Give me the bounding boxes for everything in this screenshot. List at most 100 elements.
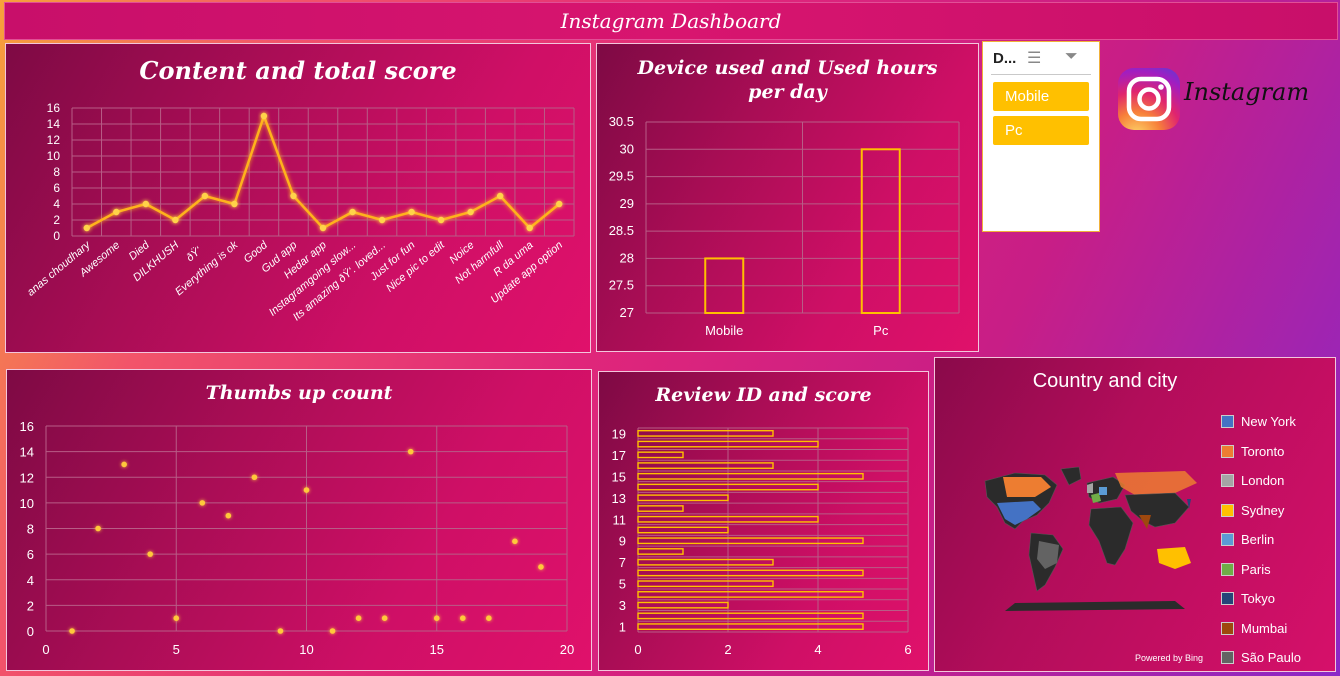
data-point — [113, 208, 120, 216]
data-point — [486, 615, 492, 621]
y-tick-label: 8 — [53, 165, 60, 179]
data-point — [538, 564, 544, 570]
data-point — [460, 615, 466, 621]
legend-label: Sydney — [1241, 502, 1285, 518]
data-point — [173, 615, 180, 621]
legend-label: São Paulo — [1241, 650, 1301, 665]
review-score-panel[interactable]: Review ID and score 0 2 4 6 1 3 5 7 9 11 13 15 17 19 — [598, 371, 929, 671]
x-tick-label: 4 — [814, 642, 821, 657]
map-greenland — [1060, 466, 1082, 486]
device-hours-panel[interactable]: Device used and Used hours per day 27 27.… — [596, 43, 979, 352]
y-tick-label: 12 — [47, 133, 61, 147]
bar — [637, 548, 684, 555]
multi-select-icon[interactable]: ☰ — [1027, 50, 1042, 67]
slicer-divider — [991, 74, 1091, 75]
y-tick-label: 4 — [53, 197, 60, 211]
map-france — [1091, 493, 1101, 503]
world-map[interactable] — [975, 463, 1205, 613]
y-tick-label: 6 — [53, 181, 60, 195]
data-point — [319, 224, 327, 232]
data-point — [496, 192, 504, 200]
dashboard-title-bar: Instagram Dashboard — [4, 2, 1338, 40]
y-tick-label: 30.5 — [609, 114, 634, 129]
data-point — [225, 512, 232, 519]
map-australia — [1157, 547, 1191, 569]
data-point — [199, 500, 206, 506]
legend-label: Toronto — [1241, 443, 1285, 459]
bar — [637, 429, 774, 437]
data-point — [231, 200, 238, 208]
y-tick-label: 17 — [612, 448, 626, 463]
data-point — [277, 628, 284, 634]
legend-label: Berlin — [1241, 532, 1275, 547]
data-point — [381, 615, 388, 621]
x-tick-label: 10 — [299, 642, 313, 657]
legend-item: Paris — [1221, 562, 1271, 577]
data-point — [251, 474, 258, 481]
bar — [637, 440, 819, 448]
data-point — [83, 224, 90, 232]
legend-swatch — [1221, 533, 1234, 546]
y-tick-label: 29 — [620, 196, 634, 211]
legend-swatch — [1221, 444, 1234, 458]
device-bar-chart: 27 27.5 28 28.5 29 29.5 30 30.5 Mobile Pc — [609, 114, 960, 338]
thumbs-chart-title: Thumbs up count — [205, 382, 393, 404]
bar — [637, 612, 864, 620]
data-point — [329, 628, 336, 634]
legend-swatch — [1221, 503, 1234, 517]
legend-item: Mumbai — [1221, 621, 1287, 636]
map-india — [1139, 515, 1151, 529]
content-score-panel[interactable]: Content and total score 0 2 4 6 8 10 12 14 16 ana… — [5, 43, 591, 353]
bar — [637, 569, 864, 577]
y-tick-label: 14 — [20, 445, 34, 460]
y-tick-label: 15 — [612, 469, 626, 484]
y-tick-label: 16 — [47, 101, 61, 115]
x-tick-label: Mobile — [705, 323, 743, 338]
legend-label: London — [1241, 473, 1285, 488]
bar — [637, 505, 684, 512]
x-tick-label: 6 — [904, 642, 911, 657]
data-point — [303, 487, 310, 493]
legend-item: São Paulo — [1221, 650, 1301, 665]
y-tick-label: 10 — [47, 149, 61, 163]
y-tick-label: 1 — [619, 620, 626, 635]
slicer-item-mobile[interactable]: Mobile — [993, 82, 1089, 111]
data-point — [378, 216, 386, 224]
y-tick-label: 8 — [27, 522, 34, 537]
y-tick-label: 14 — [47, 117, 61, 131]
legend-swatch — [1221, 592, 1234, 605]
map-chart-title: Country and city — [1032, 370, 1178, 392]
bar — [637, 494, 729, 502]
y-tick-label: 28 — [620, 250, 634, 265]
bar — [704, 257, 745, 315]
legend-swatch — [1221, 621, 1234, 635]
y-tick-label: 2 — [53, 213, 60, 227]
y-tick-label: 27 — [620, 305, 634, 320]
legend-item: London — [1221, 473, 1284, 488]
data-point — [69, 628, 75, 634]
legend-item: Toronto — [1221, 444, 1284, 459]
data-point — [121, 461, 127, 468]
y-tick-label: 13 — [612, 491, 626, 506]
x-tick-label: 2 — [724, 642, 731, 657]
bar — [860, 148, 901, 314]
legend-swatch — [1221, 474, 1234, 487]
legend-swatch — [1221, 651, 1234, 664]
thumbs-scatter-chart: 0 2 4 6 8 10 12 14 16 0 5 10 15 20 — [20, 419, 575, 657]
slicer-item-pc[interactable]: Pc — [993, 116, 1089, 145]
map-usa — [997, 501, 1041, 525]
thumbs-up-panel[interactable]: Thumbs up count 0 2 4 6 8 10 12 14 16 0 5 10 15 20 — [6, 369, 592, 671]
clear-filter-icon[interactable]: ⏷ — [1065, 48, 1078, 65]
device-slicer[interactable]: D... ☰ ⏷ Mobile Pc — [982, 41, 1100, 232]
legend-item: Sydney — [1221, 503, 1284, 518]
legend-item: Tokyo — [1221, 591, 1275, 606]
instagram-logo-icon — [1118, 68, 1180, 130]
y-tick-label: 9 — [619, 534, 626, 549]
data-point — [408, 208, 415, 216]
country-city-panel[interactable]: Country and city Powered by Bing — [934, 357, 1336, 672]
data-point — [290, 192, 297, 200]
map-uk — [1087, 483, 1093, 493]
content-chart-title: Content and total score — [139, 56, 457, 85]
legend-label: Tokyo — [1241, 591, 1275, 606]
x-tick-label: 15 — [430, 642, 444, 657]
